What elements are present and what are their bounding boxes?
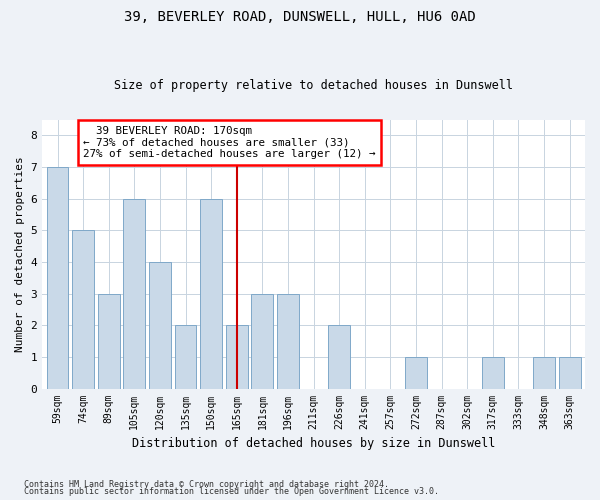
- Bar: [559, 357, 581, 388]
- Bar: [226, 326, 248, 388]
- Bar: [124, 198, 145, 388]
- Bar: [98, 294, 119, 388]
- Bar: [328, 326, 350, 388]
- Y-axis label: Number of detached properties: Number of detached properties: [15, 156, 25, 352]
- Bar: [533, 357, 555, 388]
- Bar: [405, 357, 427, 388]
- Bar: [277, 294, 299, 388]
- Bar: [47, 167, 68, 388]
- Text: Contains public sector information licensed under the Open Government Licence v3: Contains public sector information licen…: [24, 488, 439, 496]
- Bar: [482, 357, 504, 388]
- Text: 39, BEVERLEY ROAD, DUNSWELL, HULL, HU6 0AD: 39, BEVERLEY ROAD, DUNSWELL, HULL, HU6 0…: [124, 10, 476, 24]
- Title: Size of property relative to detached houses in Dunswell: Size of property relative to detached ho…: [114, 79, 513, 92]
- Text: Contains HM Land Registry data © Crown copyright and database right 2024.: Contains HM Land Registry data © Crown c…: [24, 480, 389, 489]
- Text: 39 BEVERLEY ROAD: 170sqm
← 73% of detached houses are smaller (33)
27% of semi-d: 39 BEVERLEY ROAD: 170sqm ← 73% of detach…: [83, 126, 376, 159]
- Bar: [251, 294, 273, 388]
- Bar: [175, 326, 196, 388]
- Bar: [200, 198, 222, 388]
- Bar: [72, 230, 94, 388]
- X-axis label: Distribution of detached houses by size in Dunswell: Distribution of detached houses by size …: [132, 437, 495, 450]
- Bar: [149, 262, 171, 388]
